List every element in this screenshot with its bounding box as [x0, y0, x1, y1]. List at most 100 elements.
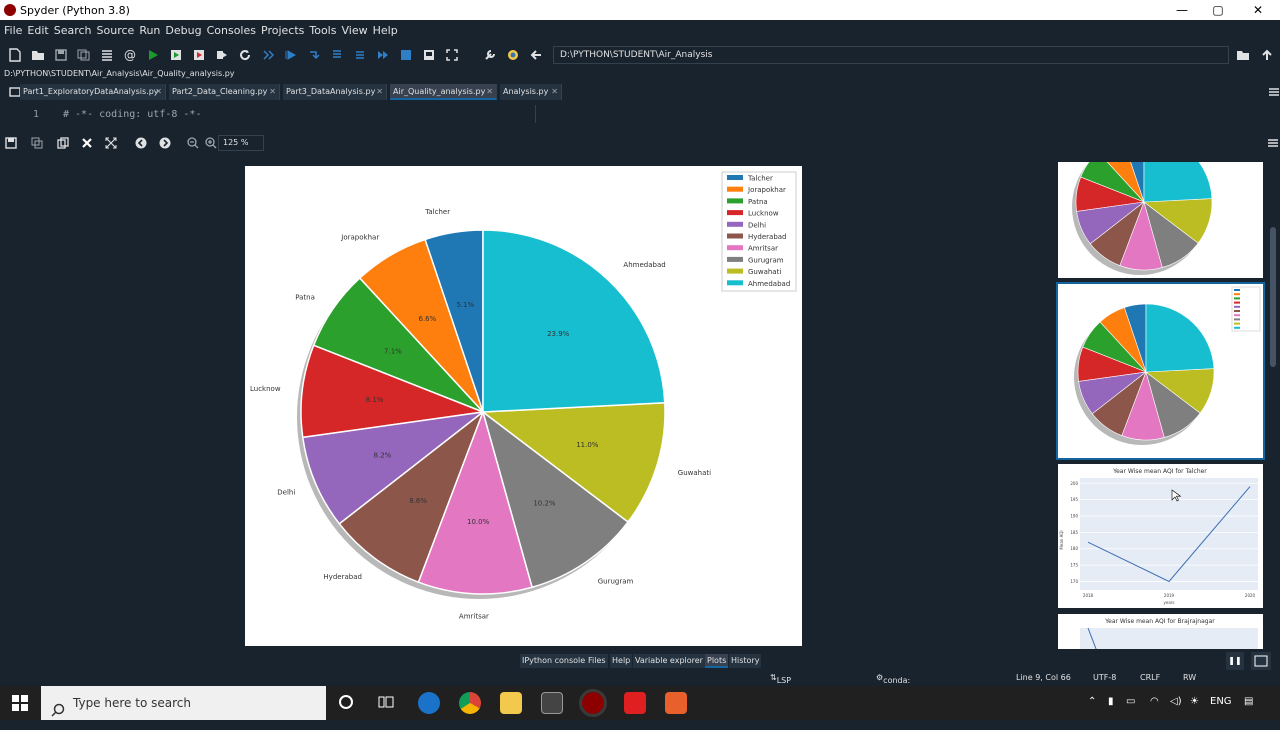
- tab-part2[interactable]: Part2_Data_Cleaning.py ✕: [169, 84, 280, 100]
- save-all-icon[interactable]: [76, 47, 92, 63]
- close-tab-icon[interactable]: ✕: [376, 87, 383, 96]
- stop-icon[interactable]: [398, 47, 414, 63]
- windows-start-icon[interactable]: [12, 695, 28, 715]
- wifi-icon[interactable]: ◠: [1150, 696, 1159, 707]
- menu-search[interactable]: Search: [53, 24, 92, 37]
- edge-icon[interactable]: [418, 692, 440, 714]
- copy-plot-icon[interactable]: [55, 135, 71, 151]
- tab-history[interactable]: History: [729, 654, 762, 668]
- next-plot-icon[interactable]: [157, 135, 173, 151]
- spyder-taskbar-icon[interactable]: [579, 689, 607, 717]
- run-cell-icon[interactable]: [168, 47, 184, 63]
- tab-part3[interactable]: Part3_DataAnalysis.py ✕: [283, 84, 387, 100]
- language-indicator[interactable]: ENG: [1210, 696, 1232, 707]
- cortana-icon[interactable]: [338, 694, 354, 714]
- thumbnail-pie-1[interactable]: [1058, 157, 1263, 278]
- notifications-icon[interactable]: ▤: [1244, 696, 1254, 707]
- microphone-icon[interactable]: ▮: [1108, 696, 1114, 707]
- menu-consoles[interactable]: Consoles: [206, 24, 256, 37]
- menu-help[interactable]: Help: [372, 24, 398, 37]
- zoom-in-icon[interactable]: [203, 135, 219, 151]
- maximize-pane-icon[interactable]: [421, 47, 437, 63]
- presentation-app-icon[interactable]: [665, 692, 687, 714]
- maximize-button[interactable]: ▢: [1212, 3, 1224, 17]
- debug-step-icon[interactable]: [283, 47, 299, 63]
- battery-icon[interactable]: ▭: [1126, 696, 1136, 707]
- zoom-out-icon[interactable]: [185, 135, 201, 151]
- rerun-icon[interactable]: [237, 47, 253, 63]
- step-return-icon[interactable]: [329, 47, 345, 63]
- acrobat-icon[interactable]: [624, 692, 646, 714]
- save-plot-icon[interactable]: [3, 135, 19, 151]
- save-icon[interactable]: [53, 47, 69, 63]
- tab-files[interactable]: Files: [586, 654, 608, 668]
- menu-edit[interactable]: Edit: [27, 24, 49, 37]
- thumbnails-scrollbar[interactable]: [1268, 157, 1278, 649]
- remove-plot-icon[interactable]: [79, 135, 95, 151]
- weather-icon[interactable]: ☀: [1190, 696, 1199, 707]
- volume-icon[interactable]: ◁): [1170, 696, 1182, 707]
- run-icon[interactable]: [145, 47, 161, 63]
- close-button[interactable]: ✕: [1252, 3, 1264, 17]
- scrollbar-handle[interactable]: [1270, 227, 1276, 367]
- continue-icon[interactable]: [375, 47, 391, 63]
- menu-view[interactable]: View: [341, 24, 368, 37]
- back-arrow-icon[interactable]: [528, 47, 544, 63]
- menu-file[interactable]: File: [4, 24, 23, 37]
- run-selection-icon[interactable]: [214, 47, 230, 63]
- tab-air-quality[interactable]: Air_Quality_analysis.py ✕: [390, 84, 497, 100]
- y-tick-label: 175: [1070, 563, 1078, 568]
- minimize-button[interactable]: —: [1176, 3, 1188, 17]
- tab-variable-explorer[interactable]: Variable explorer: [633, 654, 705, 668]
- tab-analysis[interactable]: Analysis.py ✕: [500, 84, 562, 100]
- menu-projects[interactable]: Projects: [261, 24, 305, 37]
- pause-icon[interactable]: ❚❚: [1226, 652, 1244, 670]
- menu-tools[interactable]: Tools: [309, 24, 337, 37]
- close-tab-icon[interactable]: ✕: [155, 87, 162, 96]
- taskbar-search-input[interactable]: Type here to search: [41, 686, 326, 720]
- thumbnail-line-chart[interactable]: Year Wise mean AQI for Talcher 170 175 180…: [1058, 464, 1263, 608]
- new-file-icon[interactable]: [7, 47, 23, 63]
- file-explorer-icon[interactable]: [500, 692, 522, 714]
- tab-help[interactable]: Help: [610, 654, 633, 668]
- tray-chevron-icon[interactable]: ⌃: [1088, 696, 1097, 707]
- step-over-icon[interactable]: [352, 47, 368, 63]
- remove-all-plots-icon[interactable]: [103, 135, 119, 151]
- tab-options-icon[interactable]: [1266, 84, 1280, 100]
- close-tab-icon[interactable]: ✕: [486, 87, 493, 96]
- working-directory-input[interactable]: D:\PYTHON\STUDENT\Air_Analysis: [553, 46, 1229, 64]
- browse-folder-icon[interactable]: [1235, 47, 1251, 63]
- tab-ipython-console[interactable]: IPython console: [520, 654, 588, 668]
- preferences-wrench-icon[interactable]: [482, 47, 498, 63]
- zoom-level-input[interactable]: 125 %: [218, 135, 264, 151]
- close-tab-icon[interactable]: ✕: [269, 87, 276, 96]
- at-sign-icon[interactable]: @: [124, 48, 136, 62]
- code-editor[interactable]: 1 # -*- coding: utf-8 -*-: [0, 103, 1280, 127]
- run-cell-advance-icon[interactable]: [191, 47, 207, 63]
- parent-directory-icon[interactable]: [1259, 47, 1275, 63]
- debug-icon[interactable]: [260, 47, 276, 63]
- tab-part1[interactable]: Part1_ExploratoryDataAnalysis.py ✕: [20, 84, 166, 100]
- code-line[interactable]: # -*- coding: utf-8 -*-: [63, 109, 202, 120]
- menu-source[interactable]: Source: [96, 24, 135, 37]
- step-into-icon[interactable]: [306, 47, 322, 63]
- previous-plot-icon[interactable]: [133, 135, 149, 151]
- menu-run[interactable]: Run: [139, 24, 161, 37]
- plots-options-icon[interactable]: [1265, 135, 1280, 151]
- thumbnail-pie-2[interactable]: [1056, 282, 1265, 460]
- tab-plots[interactable]: Plots: [705, 654, 729, 668]
- open-folder-icon[interactable]: [30, 47, 46, 63]
- window-icon[interactable]: [1251, 652, 1271, 670]
- thumbnail-legend-swatch: [1234, 301, 1240, 304]
- chrome-icon[interactable]: [459, 692, 481, 714]
- close-tab-icon[interactable]: ✕: [551, 87, 558, 96]
- file-list-icon[interactable]: [99, 47, 115, 63]
- terminal-icon[interactable]: [541, 692, 563, 714]
- save-all-plots-icon[interactable]: [29, 135, 45, 151]
- fullscreen-icon[interactable]: [444, 47, 460, 63]
- plots-toolbar: [0, 131, 1280, 155]
- thumbnail-next-chart[interactable]: Year Wise mean AQI for Brajrajnagar: [1058, 614, 1263, 649]
- python-path-icon[interactable]: [505, 47, 521, 63]
- task-view-icon[interactable]: [378, 694, 394, 714]
- menu-debug[interactable]: Debug: [165, 24, 202, 37]
